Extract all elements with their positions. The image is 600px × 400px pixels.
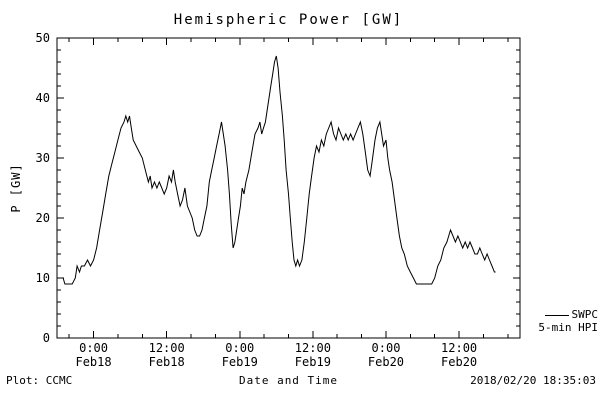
legend-line-sample	[544, 314, 569, 316]
legend-label-series: 5-min HPI	[538, 321, 598, 334]
x-tick-date-label: Feb18	[149, 355, 185, 369]
y-tick-label: 10	[36, 271, 50, 285]
plot-source-text: Plot: CCMC	[6, 374, 73, 387]
x-axis-label: Date and Time	[238, 374, 339, 387]
hpi-data-line	[62, 55, 496, 285]
x-tick-date-label: Feb19	[222, 355, 258, 369]
y-tick-label: 50	[36, 31, 50, 45]
y-axis-label: P [GW]	[9, 163, 23, 213]
x-tick-time-label: 0:00	[79, 341, 108, 355]
legend: SWPC 5-min HPI	[538, 308, 598, 334]
y-tick-label: 30	[36, 151, 50, 165]
x-tick-date-label: Feb20	[368, 355, 404, 369]
x-tick-time-label: 12:00	[441, 341, 477, 355]
x-tick-time-label: 0:00	[372, 341, 401, 355]
x-tick-time-label: 0:00	[225, 341, 254, 355]
x-tick-time-label: 12:00	[295, 341, 331, 355]
y-tick-label: 0	[43, 331, 50, 345]
legend-entry: SWPC	[538, 308, 598, 321]
y-tick-label: 20	[36, 211, 50, 225]
x-tick-time-label: 12:00	[149, 341, 185, 355]
x-tick-date-label: Feb19	[295, 355, 331, 369]
legend-label-source: SWPC	[571, 308, 599, 321]
axis-box	[56, 37, 521, 339]
x-tick-date-label: Feb20	[441, 355, 477, 369]
chart-title: Hemispheric Power [GW]	[173, 12, 404, 28]
plot-timestamp: 2018/02/20 18:35:03	[470, 374, 596, 387]
y-tick-label: 40	[36, 91, 50, 105]
x-tick-date-label: Feb18	[75, 355, 111, 369]
